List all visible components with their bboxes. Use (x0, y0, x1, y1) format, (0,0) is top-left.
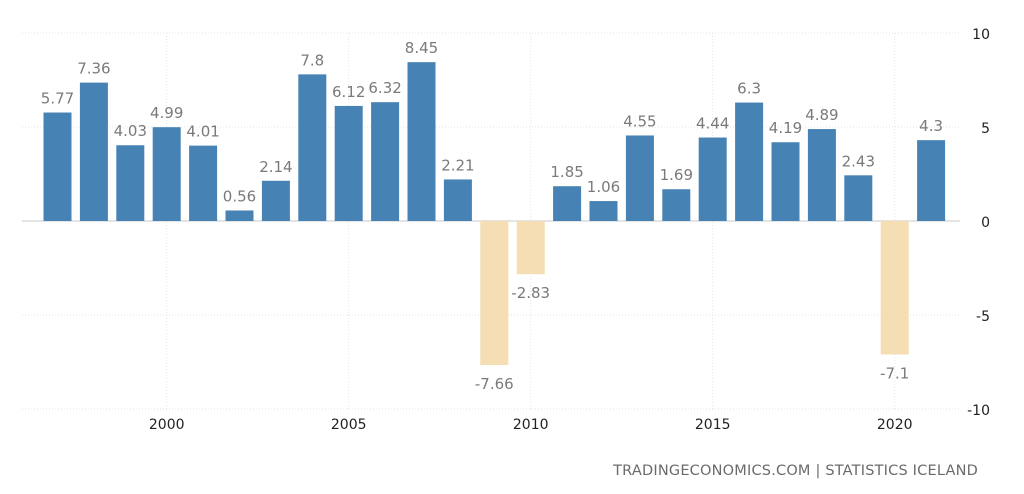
x-tick-label: 2020 (877, 417, 913, 433)
y-tick-label: 5 (981, 121, 990, 137)
x-tick-label: 2005 (331, 417, 367, 433)
y-tick-label: -10 (967, 403, 990, 419)
bar-2002 (225, 210, 254, 221)
value-label-2000: 4.99 (150, 104, 183, 122)
value-label-2010: -2.83 (511, 284, 550, 302)
value-label-2006: 6.32 (368, 79, 401, 97)
bar-2015 (698, 137, 727, 221)
value-label-2015: 4.44 (696, 115, 729, 133)
value-label-2016: 6.3 (737, 80, 761, 98)
value-label-2019: 2.43 (842, 152, 875, 170)
value-label-2007: 8.45 (405, 39, 438, 57)
value-labels: 5.777.36 4.034.994.01 0.562.14 7.8 6.12 6.32 8… (41, 39, 943, 393)
x-tick-label: 2015 (695, 417, 731, 433)
value-label-2002: 0.56 (223, 187, 256, 205)
y-tick-label: -5 (976, 309, 990, 325)
bar-2006 (371, 102, 400, 221)
value-label-2014: 1.69 (660, 166, 693, 184)
value-label-2004: 7.8 (300, 51, 324, 69)
source-label: TRADINGECONOMICS.COM | STATISTICS ICELAN… (612, 463, 978, 479)
value-label-2017: 4.19 (769, 119, 802, 137)
bar-2000 (152, 127, 181, 221)
value-label-1998: 7.36 (77, 60, 110, 78)
bar-2012 (589, 201, 618, 221)
value-label-2013: 4.55 (623, 112, 656, 130)
bar-2004 (298, 74, 327, 221)
y-tick-label: 0 (981, 215, 990, 231)
value-label-2003: 2.14 (259, 158, 292, 176)
y-tick-label: 10 (972, 27, 990, 43)
value-label-2012: 1.06 (587, 178, 620, 196)
bar-2001 (189, 145, 218, 221)
bar-2009 (480, 221, 509, 366)
bar-2008 (443, 179, 472, 221)
x-axis-ticks: 2000 2005 2010 2015 2020 (149, 417, 913, 433)
bar-2014 (662, 189, 691, 221)
value-label-2008: 2.21 (441, 156, 474, 174)
bar-2011 (553, 186, 582, 221)
value-label-2020: -7.1 (880, 364, 909, 382)
value-label-2005: 6.12 (332, 83, 365, 101)
bar-2018 (807, 129, 836, 221)
bar-2020 (880, 221, 909, 355)
value-label-2009: -7.66 (475, 375, 514, 393)
value-label-2001: 4.01 (186, 123, 219, 141)
bar-2016 (735, 102, 764, 221)
bar-1997 (43, 112, 72, 221)
value-label-2018: 4.89 (805, 106, 838, 124)
x-tick-label: 2010 (513, 417, 549, 433)
bar-1999 (116, 145, 145, 221)
bar-2003 (261, 180, 290, 221)
bar-2021 (917, 140, 946, 221)
bar-2013 (625, 135, 654, 221)
value-label-2011: 1.85 (550, 163, 583, 181)
bar-2017 (771, 142, 800, 221)
y-axis-ticks: 10 5 0 -5 -10 (967, 27, 990, 419)
bar-2007 (407, 62, 436, 221)
value-label-1999: 4.03 (114, 122, 147, 140)
bars (43, 62, 946, 366)
value-label-2021: 4.3 (919, 117, 943, 135)
bar-2005 (334, 105, 363, 221)
bar-2010 (516, 221, 545, 275)
bar-1998 (79, 82, 108, 222)
value-label-1997: 5.77 (41, 90, 74, 108)
bar-2019 (844, 175, 873, 221)
x-tick-label: 2000 (149, 417, 185, 433)
